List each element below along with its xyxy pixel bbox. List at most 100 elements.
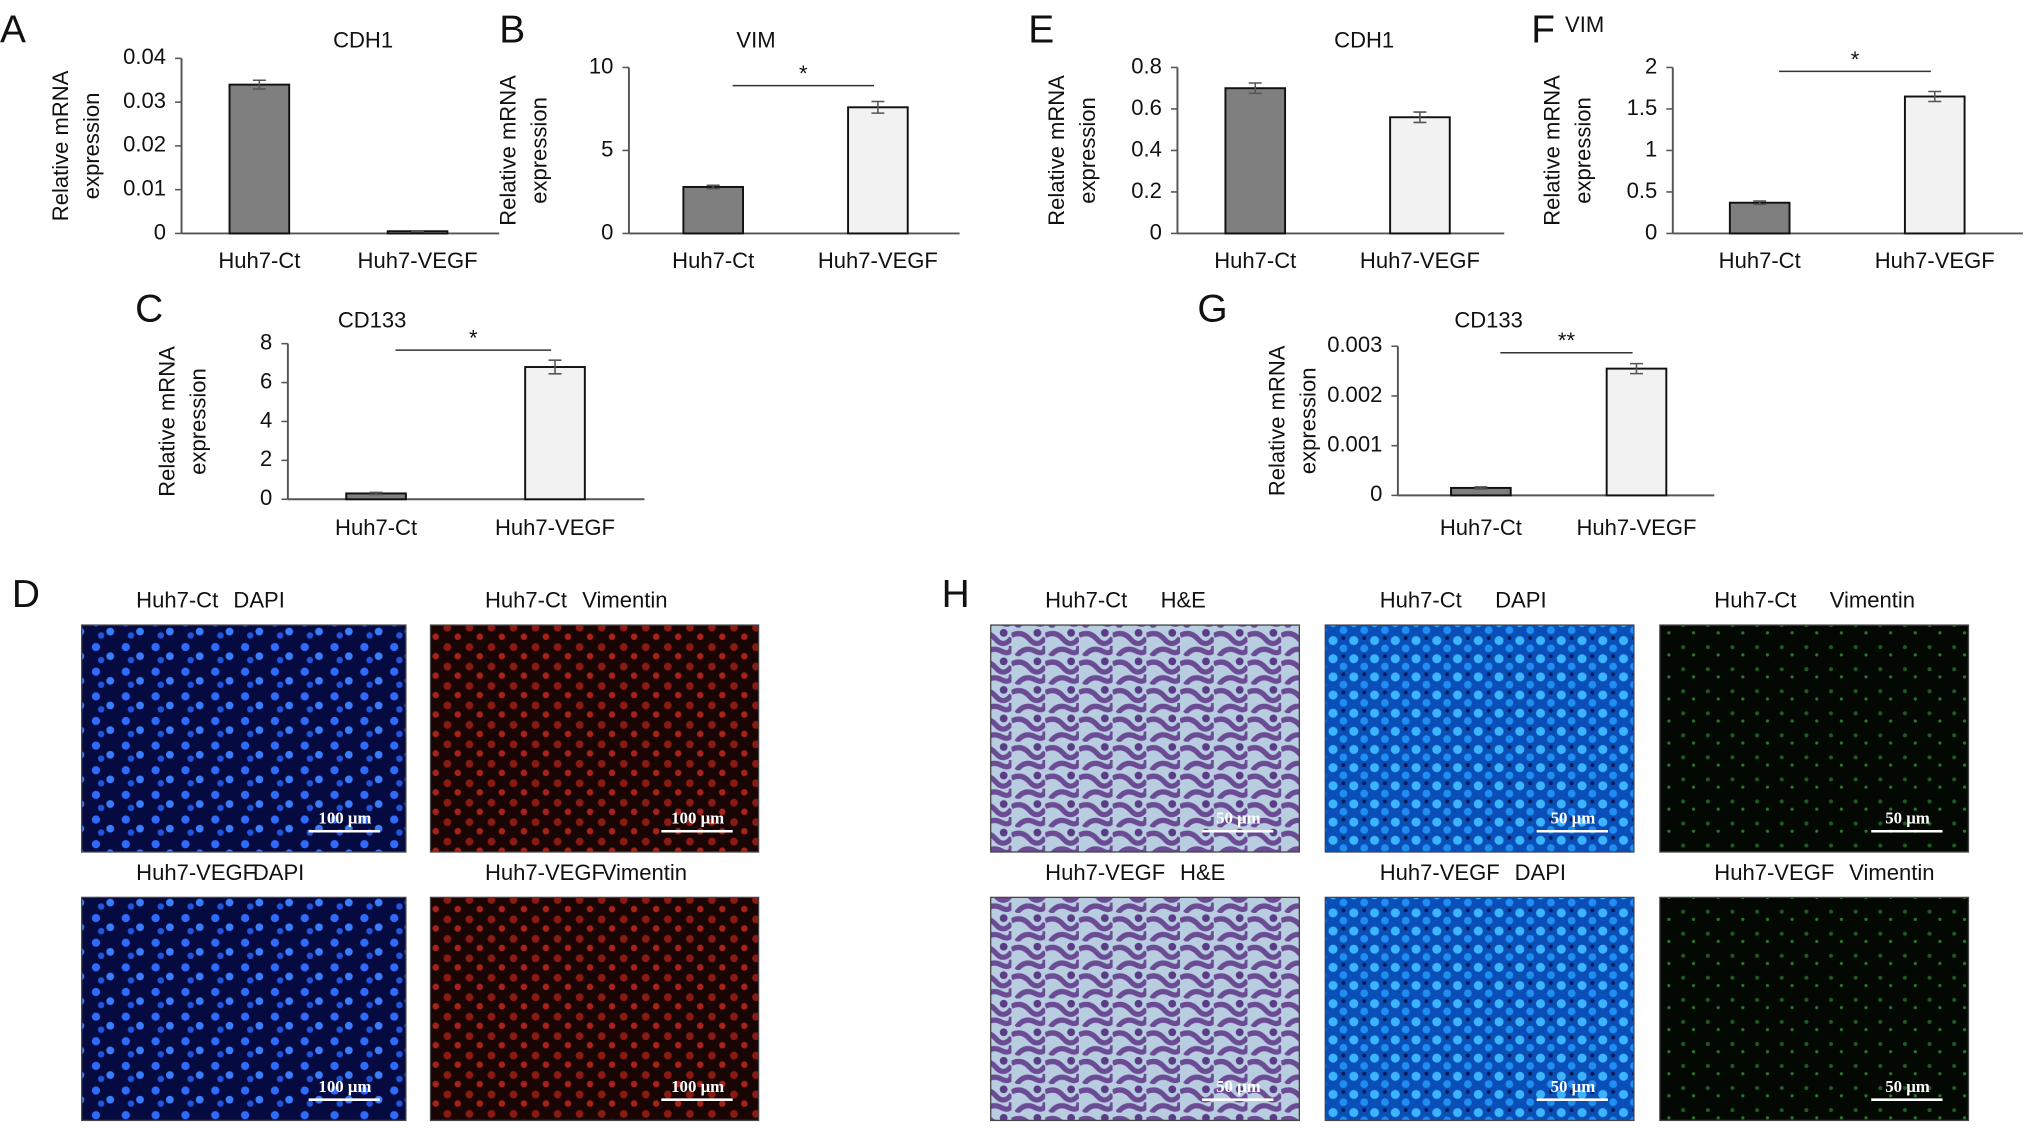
micrograph <box>990 624 1300 853</box>
chart-title: CDH1 <box>1334 27 1394 52</box>
x-tick-label: Huh7-VEGF <box>818 248 938 273</box>
panel-label: F <box>1531 9 1555 52</box>
error-bar <box>1928 90 1942 103</box>
y-axis-label: Relative mRNA <box>48 70 73 221</box>
y-tick-label: 0.8 <box>1131 53 1162 78</box>
error-bar <box>411 230 425 233</box>
y-tick-label: 0.04 <box>123 44 166 69</box>
x-tick-label: Huh7-VEGF <box>1875 248 1995 273</box>
image-stain-label: Vimentin <box>582 588 667 613</box>
y-tick-label: 0.003 <box>1327 332 1382 357</box>
micrograph <box>990 896 1300 1122</box>
error-bar <box>1630 362 1643 375</box>
x-tick-label: Huh7-Ct <box>1214 248 1296 273</box>
y-tick-label: 0.02 <box>123 132 166 157</box>
y-tick-label: 0 <box>260 485 272 510</box>
y-axis-label: expression <box>1296 368 1321 475</box>
micrograph <box>429 896 760 1122</box>
significance-marker: * <box>1851 47 1860 72</box>
image-sample-label: Huh7-Ct <box>1045 588 1127 613</box>
chart-title: CD133 <box>338 307 407 332</box>
image-sample-label: Huh7-Ct <box>1714 588 1796 613</box>
x-tick-label: Huh7-Ct <box>1719 248 1801 273</box>
image-sample-label: Huh7-VEGF <box>485 860 605 885</box>
image-stain-label: DAPI <box>233 588 284 613</box>
y-tick-label: 0 <box>601 219 613 244</box>
bar <box>228 83 291 235</box>
panel-label: B <box>499 9 525 52</box>
x-tick-label: Huh7-Ct <box>1440 515 1522 540</box>
y-tick-label: 0.001 <box>1327 432 1382 457</box>
error-bar <box>871 100 885 114</box>
y-tick-label: 10 <box>589 53 614 78</box>
error-bar <box>1248 82 1262 95</box>
y-tick-label: 0.6 <box>1131 95 1162 120</box>
panel-label: A <box>0 9 26 52</box>
y-axis-label: Relative mRNA <box>154 346 179 497</box>
error-bar <box>1474 486 1488 490</box>
y-tick-label: 4 <box>260 407 272 432</box>
panel-label: H <box>942 573 970 616</box>
error-bar <box>1413 111 1427 124</box>
y-tick-label: 1 <box>1645 136 1657 161</box>
micrograph <box>81 624 407 853</box>
image-sample-label: Huh7-VEGF <box>136 860 256 885</box>
scale-bar-label: 50 μm <box>1885 808 1930 827</box>
scale-bar-label: 100 μm <box>671 808 724 827</box>
y-tick-label: 0 <box>1370 481 1382 506</box>
image-sample-label: Huh7-Ct <box>136 588 218 613</box>
y-tick-label: 0.002 <box>1327 382 1382 407</box>
bar <box>1903 95 1966 235</box>
scale-bar-label: 100 μm <box>318 808 371 827</box>
chart-title: VIM <box>1565 12 1604 37</box>
micrograph <box>1324 624 1635 853</box>
scale-bar-label: 50 μm <box>1216 1077 1261 1096</box>
chart-title: CD133 <box>1454 307 1523 332</box>
y-axis-label: expression <box>527 97 552 204</box>
y-tick-label: 0.5 <box>1627 178 1658 203</box>
y-tick-label: 6 <box>260 368 272 393</box>
x-tick-label: Huh7-VEGF <box>495 515 615 540</box>
y-tick-label: 5 <box>601 136 613 161</box>
micrograph <box>429 624 760 853</box>
y-tick-label: 0.2 <box>1131 178 1162 203</box>
error-bar <box>252 79 266 90</box>
bar <box>1224 87 1287 235</box>
image-sample-label: Huh7-VEGF <box>1380 860 1500 885</box>
bar <box>847 106 909 235</box>
scale-bar-label: 100 μm <box>318 1077 371 1096</box>
image-stain-label: H&E <box>1161 588 1206 613</box>
bar <box>1389 116 1451 235</box>
chart-title: CDH1 <box>333 27 393 52</box>
y-tick-label: 0.01 <box>123 176 166 201</box>
y-axis-label: Relative mRNA <box>495 75 520 226</box>
scale-bar-label: 50 μm <box>1885 1077 1930 1096</box>
y-axis-label: Relative mRNA <box>1044 75 1069 226</box>
image-sample-label: Huh7-Ct <box>485 588 567 613</box>
y-axis-label: expression <box>1075 97 1100 204</box>
x-tick-label: Huh7-VEGF <box>1360 248 1480 273</box>
panel-label: E <box>1028 9 1054 52</box>
image-stain-label: Vimentin <box>1849 860 1934 885</box>
y-tick-label: 0 <box>1150 219 1162 244</box>
micrograph <box>81 896 407 1122</box>
significance-marker: * <box>469 326 478 351</box>
scale-bar-label: 50 μm <box>1551 808 1596 827</box>
chart-title: VIM <box>736 27 775 52</box>
panel-label: C <box>135 288 163 331</box>
micrograph <box>1324 896 1635 1122</box>
significance-marker: ** <box>1558 328 1576 353</box>
error-bar <box>369 491 383 496</box>
panel-label: G <box>1197 288 1227 331</box>
image-stain-label: DAPI <box>253 860 304 885</box>
significance-marker: * <box>799 61 808 86</box>
y-tick-label: 2 <box>1645 53 1657 78</box>
y-tick-label: 8 <box>260 329 272 354</box>
image-stain-label: H&E <box>1180 860 1225 885</box>
error-bar <box>1753 200 1767 206</box>
bar <box>1728 201 1791 235</box>
y-tick-label: 1.5 <box>1627 95 1658 120</box>
x-tick-label: Huh7-Ct <box>218 248 300 273</box>
image-sample-label: Huh7-VEGF <box>1714 860 1834 885</box>
